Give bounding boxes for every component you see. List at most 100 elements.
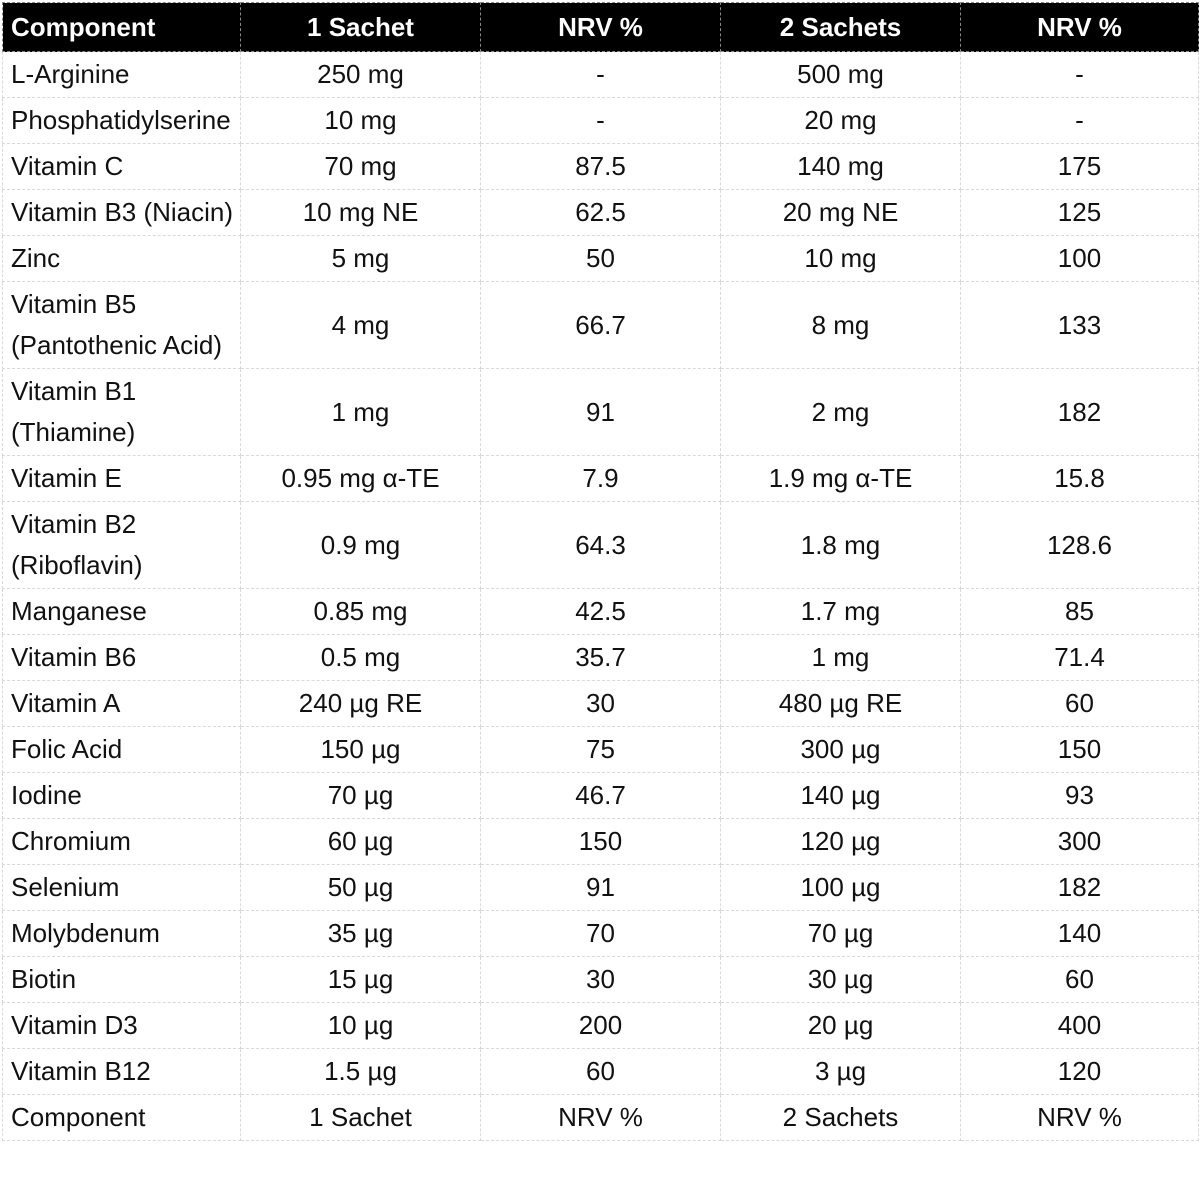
value-cell: 182 bbox=[960, 368, 1199, 456]
table-header-row: Component 1 Sachet NRV % 2 Sachets NRV % bbox=[2, 2, 1199, 52]
component-name-cell: Vitamin B12 bbox=[2, 1048, 241, 1095]
value-cell: 10 µg bbox=[240, 1002, 481, 1049]
value-cell: 60 bbox=[480, 1048, 721, 1095]
value-cell: 100 µg bbox=[720, 864, 961, 911]
value-cell: 0.85 mg bbox=[240, 588, 481, 635]
table-row: L-Arginine 250 mg -500 mg - bbox=[2, 51, 1199, 98]
value-cell: 400 bbox=[960, 1002, 1199, 1049]
value-cell: 42.5 bbox=[480, 588, 721, 635]
value-cell: - bbox=[960, 51, 1199, 98]
table-row: Folic Acid 150 µg 75 300 µg 150 bbox=[2, 726, 1199, 773]
component-name-cell: Vitamin B3 (Niacin) bbox=[2, 189, 241, 236]
value-cell: 3 µg bbox=[720, 1048, 961, 1095]
value-cell: 1.8 mg bbox=[720, 501, 961, 589]
value-cell: 70 µg bbox=[720, 910, 961, 957]
value-cell: 20 mg bbox=[720, 97, 961, 144]
component-name-cell: Vitamin C bbox=[2, 143, 241, 190]
value-cell: 64.3 bbox=[480, 501, 721, 589]
component-name-cell: Biotin bbox=[2, 956, 241, 1003]
value-cell: 8 mg bbox=[720, 281, 961, 369]
value-cell: 91 bbox=[480, 864, 721, 911]
value-cell: 200 bbox=[480, 1002, 721, 1049]
value-cell: - bbox=[480, 51, 721, 98]
component-name-cell: Selenium bbox=[2, 864, 241, 911]
table-row: Vitamin E 0.95 mg α-TE 7.9 1.9 mg α-TE 15.8 bbox=[2, 455, 1199, 502]
value-cell: 50 µg bbox=[240, 864, 481, 911]
table-row: Vitamin C 70 mg 87.5 140 mg 175 bbox=[2, 143, 1199, 190]
value-cell: 70 µg bbox=[240, 772, 481, 819]
value-cell: 35.7 bbox=[480, 634, 721, 681]
value-cell: 75 bbox=[480, 726, 721, 773]
component-name-cell: Zinc bbox=[2, 235, 241, 282]
value-cell: 240 µg RE bbox=[240, 680, 481, 727]
component-name-cell: Vitamin B1 (Thiamine) bbox=[2, 368, 241, 456]
nutrition-table: Component 1 Sachet NRV % 2 Sachets NRV %… bbox=[2, 2, 1199, 1141]
value-cell: 91 bbox=[480, 368, 721, 456]
value-cell: 480 µg RE bbox=[720, 680, 961, 727]
value-cell: 71.4 bbox=[960, 634, 1199, 681]
value-cell: 66.7 bbox=[480, 281, 721, 369]
component-name-cell: Folic Acid bbox=[2, 726, 241, 773]
value-cell: 10 mg bbox=[720, 235, 961, 282]
component-name-cell: Manganese bbox=[2, 588, 241, 635]
table-row: Vitamin B3 (Niacin) 10 mg NE 62.5 20 mg NE 1… bbox=[2, 189, 1199, 236]
component-name-cell: Iodine bbox=[2, 772, 241, 819]
value-cell: 150 µg bbox=[240, 726, 481, 773]
value-cell: 2 mg bbox=[720, 368, 961, 456]
footer-row: Component 1 Sachet NRV % 2 Sachets NRV % bbox=[2, 1094, 1199, 1141]
table-row: Iodine 70 µg 46.7 140 µg 93 bbox=[2, 772, 1199, 819]
table-row: Zinc 5 mg 50 10 mg 100 bbox=[2, 235, 1199, 282]
component-name-cell: Chromium bbox=[2, 818, 241, 865]
column-header-nrv-2: NRV % bbox=[960, 2, 1199, 52]
value-cell: 150 bbox=[480, 818, 721, 865]
table-header: Component 1 Sachet NRV % 2 Sachets NRV % bbox=[2, 2, 1199, 52]
value-cell: 120 bbox=[960, 1048, 1199, 1095]
component-name-cell: Vitamin B2 (Riboflavin) bbox=[2, 501, 241, 589]
component-name-cell: Phosphatidylserine bbox=[2, 97, 241, 144]
value-cell: 128.6 bbox=[960, 501, 1199, 589]
value-cell: 0.95 mg α-TE bbox=[240, 455, 481, 502]
table-body: L-Arginine 250 mg -500 mg - Phosphatidylseri… bbox=[2, 51, 1199, 1095]
value-cell: 1.5 µg bbox=[240, 1048, 481, 1095]
table-footer: Component 1 Sachet NRV % 2 Sachets NRV % bbox=[2, 1094, 1199, 1141]
value-cell: 85 bbox=[960, 588, 1199, 635]
component-name-cell: Molybdenum bbox=[2, 910, 241, 957]
value-cell: 1 mg bbox=[720, 634, 961, 681]
component-name-cell: Vitamin B6 bbox=[2, 634, 241, 681]
value-cell: 62.5 bbox=[480, 189, 721, 236]
value-cell: 250 mg bbox=[240, 51, 481, 98]
value-cell: 46.7 bbox=[480, 772, 721, 819]
table-row: Vitamin B2 (Riboflavin) 0.9 mg 64.3 1.8 mg 1… bbox=[2, 501, 1199, 589]
value-cell: 150 bbox=[960, 726, 1199, 773]
value-cell: 15 µg bbox=[240, 956, 481, 1003]
table-row: Vitamin A 240 µg RE 30 480 µg RE 60 bbox=[2, 680, 1199, 727]
value-cell: 7.9 bbox=[480, 455, 721, 502]
column-header-component: Component bbox=[2, 2, 241, 52]
value-cell: 30 bbox=[480, 680, 721, 727]
table-row: Chromium 60 µg 150 120 µg 300 bbox=[2, 818, 1199, 865]
value-cell: 133 bbox=[960, 281, 1199, 369]
value-cell: 500 mg bbox=[720, 51, 961, 98]
value-cell: 300 µg bbox=[720, 726, 961, 773]
value-cell: 70 bbox=[480, 910, 721, 957]
value-cell: 60 µg bbox=[240, 818, 481, 865]
value-cell: 140 µg bbox=[720, 772, 961, 819]
footer-cell-2-sachets: 2 Sachets bbox=[720, 1094, 961, 1141]
value-cell: 175 bbox=[960, 143, 1199, 190]
table-row: Vitamin D3 10 µg 200 20 µg 400 bbox=[2, 1002, 1199, 1049]
value-cell: 15.8 bbox=[960, 455, 1199, 502]
value-cell: 10 mg NE bbox=[240, 189, 481, 236]
table-row: Manganese 0.85 mg 42.5 1.7 mg 85 bbox=[2, 588, 1199, 635]
value-cell: 140 mg bbox=[720, 143, 961, 190]
value-cell: 1.9 mg α-TE bbox=[720, 455, 961, 502]
value-cell: 10 mg bbox=[240, 97, 481, 144]
footer-cell-nrv-2: NRV % bbox=[960, 1094, 1199, 1141]
value-cell: 0.9 mg bbox=[240, 501, 481, 589]
table-row: Vitamin B5 (Pantothenic Acid) 4 mg 66.7 8 m… bbox=[2, 281, 1199, 369]
table-row: Vitamin B6 0.5 mg 35.7 1 mg 71.4 bbox=[2, 634, 1199, 681]
column-header-nrv-1: NRV % bbox=[480, 2, 721, 52]
table-row: Vitamin B1 (Thiamine) 1 mg 91 2 mg 182 bbox=[2, 368, 1199, 456]
value-cell: 30 µg bbox=[720, 956, 961, 1003]
table-row: Biotin 15 µg 30 30 µg 60 bbox=[2, 956, 1199, 1003]
table-row: Phosphatidylserine 10 mg -20 mg - bbox=[2, 97, 1199, 144]
